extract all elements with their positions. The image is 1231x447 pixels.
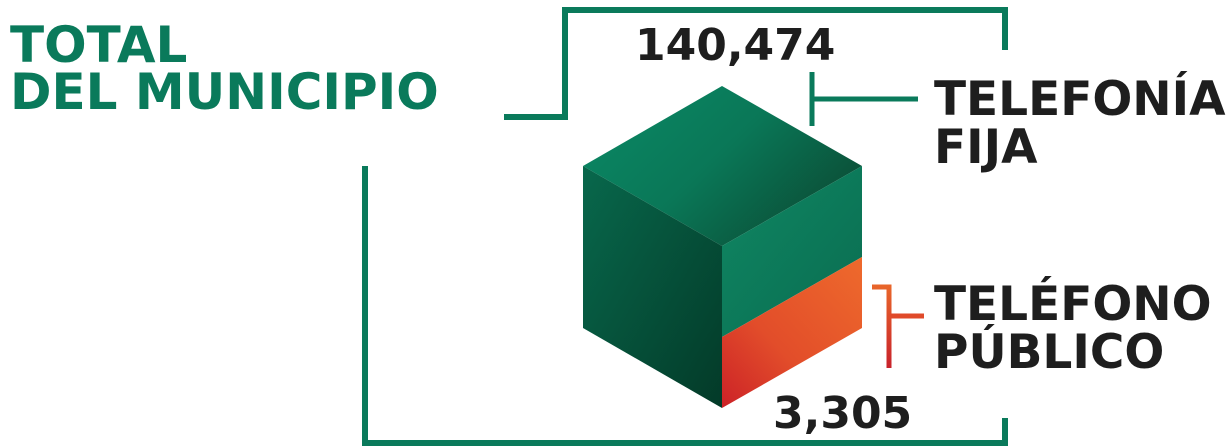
label-telefonia-fija: TELEFONÍA FIJA xyxy=(934,76,1225,172)
cube-right-face-public xyxy=(722,257,862,408)
label-fija-line-2: FIJA xyxy=(934,120,1038,175)
label-publico-line-1: TELÉFONO xyxy=(934,277,1212,332)
cube-right-face-fixed xyxy=(722,166,862,337)
cube-top-face xyxy=(583,86,862,246)
title-line-2: DEL MUNICIPIO xyxy=(10,63,439,121)
public-phone-value: 3,305 xyxy=(773,388,913,439)
bracket-top xyxy=(504,7,1008,120)
page-title: TOTAL DEL MUNICIPIO xyxy=(10,16,439,121)
bracket-bottom xyxy=(362,166,1008,446)
title-line-1: TOTAL xyxy=(10,16,188,74)
cube-left-face xyxy=(583,166,722,408)
label-telefono-publico: TELÉFONO PÚBLICO xyxy=(934,281,1212,377)
label-fija-line-1: TELEFONÍA xyxy=(934,72,1226,127)
connector-publico-bracket xyxy=(872,284,892,368)
total-value: 140,474 xyxy=(635,20,836,71)
label-publico-line-2: PÚBLICO xyxy=(934,325,1165,380)
